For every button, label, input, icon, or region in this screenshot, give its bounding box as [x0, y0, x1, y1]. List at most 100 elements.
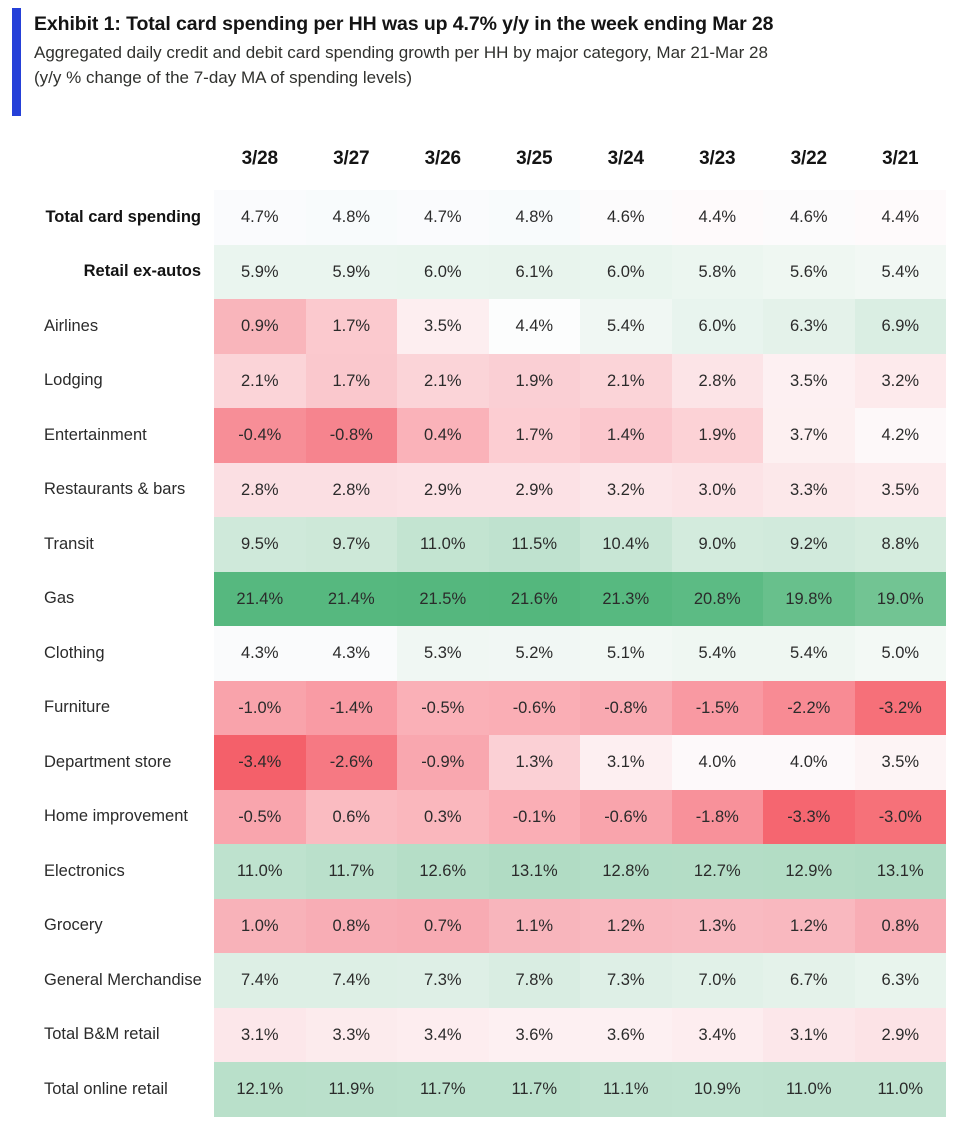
table-body: Total card spending 4.7% 4.8% 4.7% 4.8% 4.6% 4…	[14, 190, 946, 1117]
heatmap-cell: 0.7%	[397, 898, 489, 953]
heatmap-cell: -0.1%	[488, 789, 580, 844]
heatmap-cell: 5.9%	[305, 244, 397, 299]
heatmap-cell: 21.5%	[397, 571, 489, 626]
accent-bar	[12, 8, 21, 116]
row-label-total-b-m-retail: Total B&M retail	[14, 1007, 214, 1062]
heatmap-cell: 19.0%	[854, 571, 946, 626]
heatmap-cell: 3.1%	[214, 1007, 306, 1062]
column-header-3-21: 3/21	[854, 128, 946, 190]
heatmap-cell: 1.0%	[214, 898, 306, 953]
heatmap-cell: 3.7%	[763, 408, 855, 463]
table-head: 3/28 3/27 3/26 3/25 3/24 3/23 3/22 3/21	[14, 128, 946, 190]
heatmap-cell: 2.1%	[397, 353, 489, 408]
heatmap-cell: 3.1%	[580, 735, 672, 790]
exhibit-subtitle-line-2: (y/y % change of the 7-day MA of spendin…	[34, 68, 412, 88]
heatmap-cell: 4.4%	[488, 299, 580, 354]
heatmap-cell: 4.7%	[214, 190, 306, 245]
heatmap-cell: 7.4%	[214, 953, 306, 1008]
heatmap-cell: 5.6%	[763, 244, 855, 299]
exhibit-subtitle-line-1: Aggregated daily credit and debit card s…	[34, 43, 768, 63]
heatmap-cell: 11.7%	[305, 844, 397, 899]
heatmap-cell: 20.8%	[671, 571, 763, 626]
heatmap-cell: 7.8%	[488, 953, 580, 1008]
heatmap-cell: 11.0%	[854, 1062, 946, 1117]
heatmap-cell: 11.5%	[488, 517, 580, 572]
exhibit-header: Exhibit 1: Total card spending per HH wa…	[0, 8, 960, 116]
heatmap-cell: 0.4%	[397, 408, 489, 463]
header-row: 3/28 3/27 3/26 3/25 3/24 3/23 3/22 3/21	[14, 128, 946, 190]
heatmap-cell: 6.3%	[763, 299, 855, 354]
heatmap-cell: 6.0%	[671, 299, 763, 354]
heatmap-cell: 4.2%	[854, 408, 946, 463]
heatmap-cell: 3.5%	[854, 462, 946, 517]
heatmap-cell: 10.9%	[671, 1062, 763, 1117]
row-label-retail-ex-autos: Retail ex-autos	[14, 244, 214, 299]
heatmap-cell: 13.1%	[488, 844, 580, 899]
heatmap-cell: -0.5%	[214, 789, 306, 844]
heatmap-cell: -2.6%	[305, 735, 397, 790]
heatmap-cell: 1.2%	[580, 898, 672, 953]
heatmap-cell: 19.8%	[763, 571, 855, 626]
row-label-lodging: Lodging	[14, 353, 214, 408]
row-label-gas: Gas	[14, 571, 214, 626]
heatmap-cell: 11.1%	[580, 1062, 672, 1117]
row-label-electronics: Electronics	[14, 844, 214, 899]
heatmap-cell: 4.3%	[305, 626, 397, 681]
heatmap-cell: 3.2%	[854, 353, 946, 408]
table-row: Entertainment -0.4% -0.8% 0.4% 1.7% 1.4% 1.9% 3…	[14, 408, 946, 463]
heatmap-cell: 1.4%	[580, 408, 672, 463]
row-label-furniture: Furniture	[14, 680, 214, 735]
heatmap-cell: 1.9%	[488, 353, 580, 408]
heatmap-cell: 1.7%	[488, 408, 580, 463]
heatmap-cell: 4.7%	[397, 190, 489, 245]
column-header-3-27: 3/27	[305, 128, 397, 190]
heatmap-cell: 7.0%	[671, 953, 763, 1008]
heatmap-cell: 9.2%	[763, 517, 855, 572]
heatmap-cell: 12.1%	[214, 1062, 306, 1117]
table-row: Retail ex-autos 5.9% 5.9% 6.0% 6.1% 6.0% 5.8% 5…	[14, 244, 946, 299]
heatmap-cell: 12.9%	[763, 844, 855, 899]
heatmap-cell: 12.6%	[397, 844, 489, 899]
heatmap-cell: 3.5%	[763, 353, 855, 408]
column-header-3-26: 3/26	[397, 128, 489, 190]
heatmap-cell: 5.9%	[214, 244, 306, 299]
row-label-airlines: Airlines	[14, 299, 214, 354]
heatmap-cell: 3.4%	[671, 1007, 763, 1062]
spending-heatmap-table: 3/28 3/27 3/26 3/25 3/24 3/23 3/22 3/21 Total c…	[14, 128, 946, 1117]
heatmap-cell: 3.5%	[397, 299, 489, 354]
heatmap-cell: 6.0%	[397, 244, 489, 299]
table-row: Total B&M retail 3.1% 3.3% 3.4% 3.6% 3.6% 3.4%…	[14, 1007, 946, 1062]
heatmap-cell: 7.4%	[305, 953, 397, 1008]
heatmap-cell: 21.6%	[488, 571, 580, 626]
heatmap-cell: 4.8%	[305, 190, 397, 245]
heatmap-cell: 21.4%	[305, 571, 397, 626]
heatmap-cell: 4.3%	[214, 626, 306, 681]
heatmap-cell: 11.0%	[397, 517, 489, 572]
heatmap-cell: -1.8%	[671, 789, 763, 844]
heatmap-cell: 4.6%	[763, 190, 855, 245]
heatmap-cell: 0.6%	[305, 789, 397, 844]
heatmap-cell: 3.3%	[763, 462, 855, 517]
heatmap-cell: -1.0%	[214, 680, 306, 735]
column-header-3-23: 3/23	[671, 128, 763, 190]
table-row: Clothing 4.3% 4.3% 5.3% 5.2% 5.1% 5.4% 5.4% 5.0%	[14, 626, 946, 681]
table-row: Restaurants & bars 2.8% 2.8% 2.9% 2.9% 3.2% 3.…	[14, 462, 946, 517]
table-row: Total online retail 12.1% 11.9% 11.7% 11.7% 1…	[14, 1062, 946, 1117]
heatmap-cell: -1.5%	[671, 680, 763, 735]
row-label-entertainment: Entertainment	[14, 408, 214, 463]
heatmap-cell: -3.2%	[854, 680, 946, 735]
heatmap-cell: -0.4%	[214, 408, 306, 463]
heatmap-cell: -0.6%	[580, 789, 672, 844]
heatmap-cell: -0.8%	[305, 408, 397, 463]
heatmap-cell: 9.7%	[305, 517, 397, 572]
heatmap-cell: -3.3%	[763, 789, 855, 844]
column-header-3-24: 3/24	[580, 128, 672, 190]
heatmap-cell: 2.9%	[854, 1007, 946, 1062]
heatmap-cell: 21.3%	[580, 571, 672, 626]
table-row: Home improvement -0.5% 0.6% 0.3% -0.1% -0.6% -…	[14, 789, 946, 844]
heatmap-cell: 6.7%	[763, 953, 855, 1008]
heatmap-cell: 4.0%	[763, 735, 855, 790]
heatmap-cell: 13.1%	[854, 844, 946, 899]
heatmap-cell: 1.3%	[671, 898, 763, 953]
